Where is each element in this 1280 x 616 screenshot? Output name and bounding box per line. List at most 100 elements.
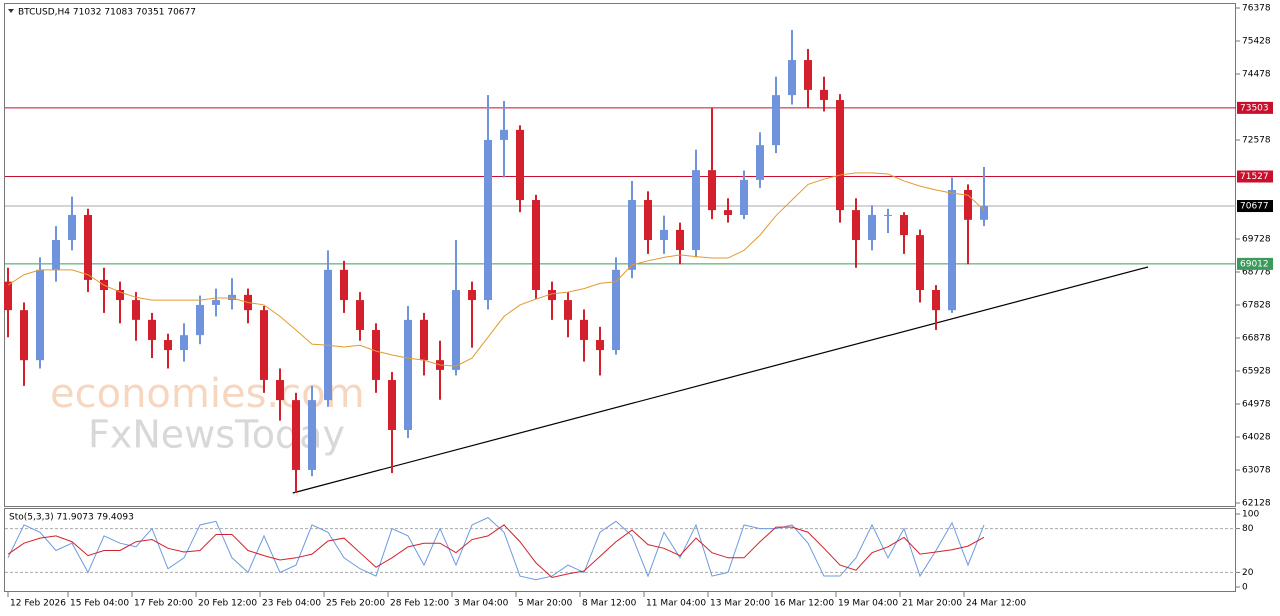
- candle-body: [916, 235, 924, 290]
- candle-body: [948, 189, 956, 311]
- watermark: economies.com: [50, 371, 365, 417]
- candle-body: [740, 179, 748, 215]
- candle-body: [148, 319, 156, 341]
- candle-body: [356, 300, 364, 330]
- x-tick-label: 12 Feb 2026: [10, 599, 66, 609]
- candle-body: [548, 289, 556, 301]
- candle-body: [292, 400, 300, 470]
- candle-body: [660, 229, 668, 240]
- candle-body: [52, 239, 60, 270]
- y-tick-label: 63078: [1242, 466, 1271, 476]
- y-tick-label: 64028: [1242, 433, 1271, 443]
- candle-body: [868, 214, 876, 240]
- level-label: 71527: [1240, 172, 1269, 182]
- candle-body: [324, 269, 332, 401]
- y-tick-label: 69728: [1242, 235, 1271, 245]
- candle-body: [468, 289, 476, 301]
- candle-body: [452, 289, 460, 370]
- y-tick-label: 20: [1242, 568, 1254, 578]
- symbol-header: BTCUSD,H4 71032 71083 70351 70677: [18, 8, 196, 18]
- candle-body: [788, 60, 796, 96]
- candle-body: [884, 214, 892, 216]
- collapse-icon[interactable]: [8, 9, 14, 13]
- x-tick-label: 8 Mar 12:00: [582, 599, 637, 609]
- candle-body: [500, 129, 508, 140]
- candle-body: [644, 200, 652, 240]
- y-tick-label: 76378: [1242, 4, 1271, 14]
- x-tick-label: 24 Mar 12:00: [966, 599, 1026, 609]
- x-tick-label: 28 Feb 12:00: [390, 599, 449, 609]
- trendline: [292, 266, 1149, 494]
- candle-body: [132, 300, 140, 320]
- candle-body: [564, 300, 572, 320]
- candle-body: [676, 229, 684, 251]
- y-tick-label: 62128: [1242, 499, 1271, 509]
- candle-body: [836, 99, 844, 211]
- candle-body: [420, 319, 428, 361]
- y-tick-label: 74478: [1242, 70, 1271, 80]
- x-tick-label: 23 Feb 04:00: [262, 599, 321, 609]
- y-tick-label: 0: [1242, 583, 1248, 593]
- candle-body: [276, 379, 284, 401]
- x-tick-label: 13 Mar 20:00: [710, 599, 770, 609]
- candle-body: [388, 379, 396, 430]
- main-frame: [4, 3, 1236, 507]
- candle-body: [484, 139, 492, 301]
- candle-body: [68, 214, 76, 240]
- watermark: FxNewsToday: [88, 413, 345, 457]
- stochastic-line: [7, 517, 985, 581]
- y-tick-label: 72578: [1242, 136, 1271, 146]
- y-tick-label: 66878: [1242, 334, 1271, 344]
- level-label-box: [1237, 257, 1273, 270]
- candle-body: [516, 129, 524, 201]
- x-tick-label: 21 Mar 20:00: [902, 599, 962, 609]
- y-tick-label: 68778: [1242, 268, 1271, 278]
- x-tick-label: 19 Mar 04:00: [838, 599, 898, 609]
- candle-body: [84, 214, 92, 280]
- candle-body: [756, 145, 764, 180]
- level-label: 73503: [1240, 103, 1269, 113]
- candle-body: [724, 210, 732, 215]
- candle-body: [20, 310, 28, 361]
- candle-body: [372, 329, 380, 380]
- candle-body: [228, 294, 236, 301]
- y-tick-label: 75428: [1242, 37, 1271, 47]
- indicator-header: Sto(5,3,3) 71.9073 79.4093: [9, 513, 134, 523]
- candle-body: [900, 214, 908, 236]
- candle-body: [612, 269, 620, 351]
- candle-body: [532, 200, 540, 290]
- x-tick-label: 17 Feb 20:00: [134, 599, 193, 609]
- x-tick-label: 11 Mar 04:00: [646, 599, 706, 609]
- level-label: 70677: [1240, 202, 1269, 212]
- level-label-box: [1237, 101, 1273, 114]
- moving-average: [7, 172, 985, 367]
- candle-body: [308, 400, 316, 470]
- candle-body: [596, 340, 604, 351]
- candle-body: [404, 319, 412, 430]
- y-tick-label: 80: [1242, 524, 1254, 534]
- candle-body: [820, 89, 828, 100]
- candle-body: [260, 310, 268, 380]
- y-tick-label: 64978: [1242, 400, 1271, 410]
- level-label-box: [1237, 200, 1273, 213]
- candle-body: [212, 300, 220, 305]
- indicator-frame: [4, 508, 1236, 592]
- y-tick-label: 67828: [1242, 301, 1271, 311]
- candle-body: [4, 281, 12, 311]
- x-tick-label: 25 Feb 20:00: [326, 599, 385, 609]
- x-tick-label: 15 Feb 04:00: [70, 599, 129, 609]
- x-tick-label: 3 Mar 04:00: [454, 599, 509, 609]
- candle-body: [964, 189, 972, 220]
- candle-body: [980, 206, 988, 220]
- candle-body: [180, 335, 188, 351]
- candle-body: [852, 210, 860, 240]
- candle-body: [692, 170, 700, 251]
- stochastic-line: [7, 524, 985, 579]
- candle-body: [580, 319, 588, 341]
- candle-body: [196, 304, 204, 336]
- y-tick-label: 100: [1242, 510, 1259, 520]
- candle-body: [164, 340, 172, 351]
- candle-body: [340, 269, 348, 301]
